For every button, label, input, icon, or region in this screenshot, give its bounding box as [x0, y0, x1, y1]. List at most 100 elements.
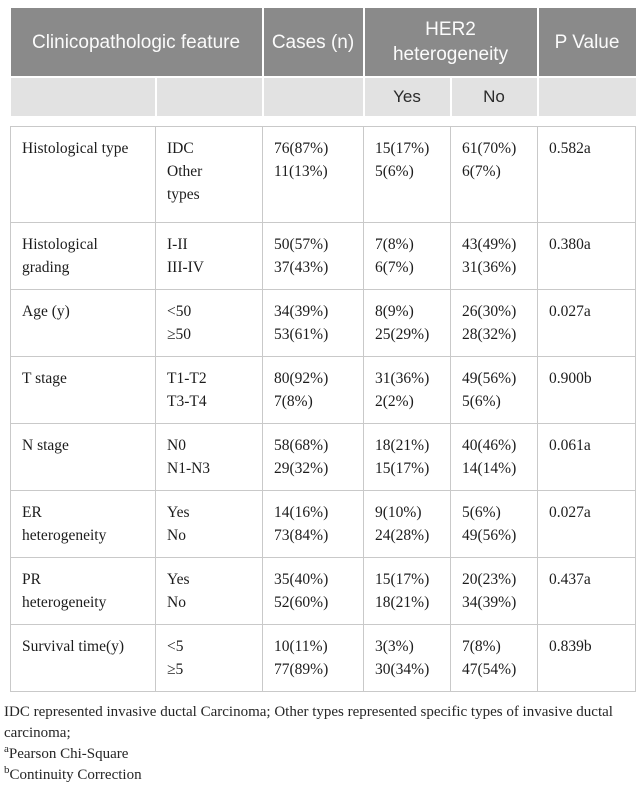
- her2-yes-cell: 31(36%) 2(2%): [363, 355, 452, 424]
- table-row-t-stage: T stage T1-T2 T3-T4 80(92%) 7(8%) 31(36%…: [10, 355, 637, 424]
- header-her2: HER2 heterogeneity: [363, 8, 539, 77]
- cases-line: 29(32%): [274, 459, 329, 477]
- feature-cell: Survival time(y): [10, 623, 156, 692]
- her2-no-line: 61(70%): [462, 139, 517, 157]
- her2-no-cell: 40(46%) 14(14%): [450, 422, 539, 491]
- pvalue-cell: 0.061a: [537, 422, 637, 491]
- her2-no-line: 40(46%): [462, 436, 517, 454]
- her2-no-line: 6(7%): [462, 162, 501, 180]
- subheader-empty-pvalue: [537, 76, 636, 116]
- category-line: ≥5: [167, 660, 184, 678]
- category-line: N0: [167, 436, 186, 454]
- her2-no-line: 49(56%): [462, 369, 517, 387]
- pvalue-cell: 0.027a: [537, 489, 637, 558]
- subheader-empty-feature: [10, 76, 157, 116]
- cases-line: 58(68%): [274, 436, 329, 454]
- her2-yes-cell: 18(21%) 15(17%): [363, 422, 452, 491]
- cases-cell: 50(57%) 37(43%): [262, 221, 365, 290]
- cases-line: 35(40%): [274, 570, 329, 588]
- cases-cell: 10(11%) 77(89%): [262, 623, 365, 692]
- cases-cell: 35(40%) 52(60%): [262, 556, 365, 625]
- her2-yes-cell: 9(10%) 24(28%): [363, 489, 452, 558]
- pvalue-cell: 0.380a: [537, 221, 637, 290]
- feature-cell: ER heterogeneity: [10, 489, 156, 558]
- feature-cell: Histological type: [10, 125, 156, 223]
- table-row-histological-grading: Histological grading I-II III-IV 50(57%)…: [10, 221, 637, 290]
- table-header-row: Clinicopathologic feature Cases (n) HER2…: [10, 8, 636, 77]
- pvalue-cell: 0.900b: [537, 355, 637, 424]
- cases-line: 80(92%): [274, 369, 329, 387]
- cases-line: 77(89%): [274, 660, 329, 678]
- cases-line: 50(57%): [274, 235, 329, 253]
- her2-no-cell: 61(70%) 6(7%): [450, 125, 539, 223]
- her2-yes-cell: 15(17%) 18(21%): [363, 556, 452, 625]
- feature-cell: PR heterogeneity: [10, 556, 156, 625]
- clinicopathologic-table: Clinicopathologic feature Cases (n) HER2…: [10, 8, 637, 692]
- category-line: No: [167, 526, 186, 544]
- footnote-a-text: Pearson Chi-Square: [8, 745, 129, 762]
- her2-yes-line: 15(17%): [375, 570, 430, 588]
- category-cell: <50 ≥50: [154, 288, 264, 357]
- her2-no-line: 5(6%): [462, 392, 501, 410]
- header-cases: Cases (n): [262, 8, 365, 77]
- cases-line: 14(16%): [274, 503, 329, 521]
- category-line: III-IV: [167, 258, 205, 276]
- footnote-a-marker: a: [4, 742, 9, 755]
- her2-yes-line: 6(7%): [375, 258, 414, 276]
- pvalue-cell: 0.027a: [537, 288, 637, 357]
- category-line: T1-T2: [167, 369, 207, 387]
- her2-no-line: 47(54%): [462, 660, 517, 678]
- category-line: IDC: [167, 139, 194, 157]
- feature-cell: Histological grading: [10, 221, 156, 290]
- her2-yes-line: 18(21%): [375, 593, 430, 611]
- her2-yes-line: 8(9%): [375, 302, 414, 320]
- subheader-no: No: [450, 76, 539, 116]
- pvalue-cell: 0.437a: [537, 556, 637, 625]
- category-line: I-II: [167, 235, 188, 253]
- table-row-er-heterogeneity: ER heterogeneity Yes No 14(16%) 73(84%) …: [10, 489, 637, 558]
- footnote-b-marker: b: [4, 763, 10, 776]
- cases-cell: 80(92%) 7(8%): [262, 355, 365, 424]
- cases-cell: 34(39%) 53(61%): [262, 288, 365, 357]
- category-cell: IDC Other types: [154, 125, 264, 223]
- category-line: Yes: [167, 570, 190, 588]
- footnotes: IDC represented invasive ductal Carcinom…: [4, 702, 634, 786]
- category-line: <50: [167, 302, 192, 320]
- cases-line: 76(87%): [274, 139, 329, 157]
- her2-yes-line: 3(3%): [375, 637, 414, 655]
- cases-line: 34(39%): [274, 302, 329, 320]
- subheader-empty-category: [155, 76, 264, 116]
- her2-yes-line: 7(8%): [375, 235, 414, 253]
- her2-no-cell: 7(8%) 47(54%): [450, 623, 539, 692]
- her2-no-line: 43(49%): [462, 235, 517, 253]
- cases-cell: 58(68%) 29(32%): [262, 422, 365, 491]
- category-line: <5: [167, 637, 184, 655]
- feature-cell: T stage: [10, 355, 156, 424]
- her2-no-cell: 20(23%) 34(39%): [450, 556, 539, 625]
- footnote-b: bContinuity Correction: [4, 763, 634, 786]
- table-row-survival-time: Survival time(y) <5 ≥5 10(11%) 77(89%) 3…: [10, 623, 637, 692]
- her2-yes-line: 24(28%): [375, 526, 430, 544]
- cases-line: 37(43%): [274, 258, 329, 276]
- her2-yes-line: 25(29%): [375, 325, 430, 343]
- her2-yes-line: 30(34%): [375, 660, 430, 678]
- her2-yes-line: 15(17%): [375, 459, 430, 477]
- cases-line: 52(60%): [274, 593, 329, 611]
- her2-no-line: 26(30%): [462, 302, 517, 320]
- pvalue-cell: 0.839b: [537, 623, 637, 692]
- category-line: N1-N3: [167, 459, 211, 477]
- footnote-b-text: Continuity Correction: [9, 766, 142, 783]
- category-cell: N0 N1-N3: [154, 422, 264, 491]
- her2-yes-cell: 3(3%) 30(34%): [363, 623, 452, 692]
- her2-yes-line: 2(2%): [375, 392, 414, 410]
- her2-yes-line: 9(10%): [375, 503, 422, 521]
- her2-yes-line: 15(17%): [375, 139, 430, 157]
- header-body-gap: [10, 116, 636, 126]
- subheader-empty-cases: [262, 76, 365, 116]
- cases-line: 53(61%): [274, 325, 329, 343]
- her2-no-line: 28(32%): [462, 325, 517, 343]
- cases-line: 73(84%): [274, 526, 329, 544]
- category-cell: T1-T2 T3-T4: [154, 355, 264, 424]
- category-cell: Yes No: [154, 556, 264, 625]
